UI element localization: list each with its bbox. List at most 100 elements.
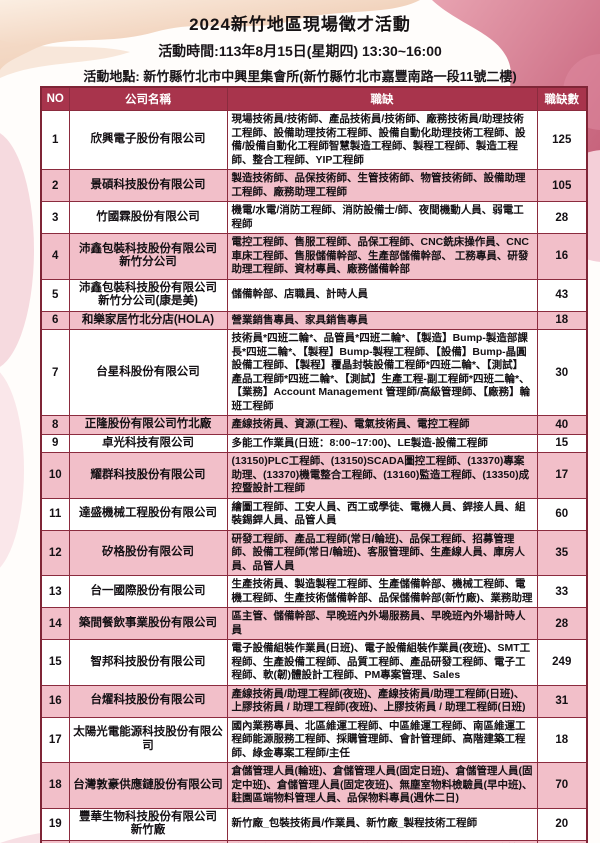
- row-no: 17: [40, 716, 70, 763]
- job-list: 電子設備組裝作業員(日班)、電子設備組裝作業員(夜班)、SMT工程師、生產設備工…: [226, 639, 538, 686]
- table-row: 10 耀群科技股份有限公司 (13150)PLC工程師、(13150)SCADA…: [40, 452, 588, 499]
- vacancy-count: 17: [536, 452, 588, 499]
- event-time: 活動時間:113年8月15日(星期四) 13:30~16:00: [158, 43, 442, 59]
- row-no: 14: [40, 607, 70, 640]
- vacancy-count: 16: [536, 233, 588, 280]
- vacancy-count: 30: [536, 329, 588, 416]
- job-list: 區主管、儲備幹部、早晚班內外場服務員、早晚班內外場計時人員: [226, 607, 538, 640]
- row-no: 2: [40, 169, 70, 202]
- table-row: 5 沛鑫包裝科技股份有限公司 新竹分公司(康是美) 儲備幹部、店職員、計時人員 …: [40, 278, 588, 312]
- job-list: 倉儲管理人員(輪班)、倉儲管理人員(固定日班)、倉儲管理人員(固定中班)、倉儲管…: [226, 762, 538, 809]
- vacancy-count: 249: [536, 639, 588, 686]
- job-list: 產線技術員/助理工程師(夜班)、產線技術員/助理工程師(日班)、上膠技術員 / …: [226, 684, 538, 718]
- table-row: 3 竹國霖股份有限公司 機電/水電/消防工程師、消防設備士/師、夜間機動人員、弱…: [40, 201, 588, 234]
- job-list: 機電/水電/消防工程師、消防設備士/師、夜間機動人員、弱電工程師: [226, 201, 538, 234]
- table-row: 12 矽格股份有限公司 研發工程師、產品工程師(常日/輪班)、品保工程師、招募管…: [40, 529, 588, 576]
- job-table: NO 公司名稱 職缺 職缺數 1 欣興電子股份有限公司 現場技術員/技術師、產品…: [40, 86, 588, 843]
- company-name: 矽格股份有限公司: [68, 529, 228, 576]
- vacancy-count: 36: [536, 839, 588, 843]
- column-header-count: 職缺數: [536, 86, 588, 111]
- vacancy-count: 70: [536, 762, 588, 809]
- job-list: 產線技術員、資源(工程)、電氣技術員、電控工程師: [226, 415, 538, 435]
- table-row: 18 台灣敦豪供應鏈股份有限公司 倉儲管理人員(輪班)、倉儲管理人員(固定日班)…: [40, 762, 588, 809]
- event-location: 活動地點: 新竹縣竹北市中興里集會所(新竹縣竹北市嘉豐南路一段11號二樓): [83, 69, 517, 84]
- row-no: 15: [40, 639, 70, 686]
- table-row: 2 景碩科技股份有限公司 製造技術師、品保技術師、生管技術師、物管技術師、設備助…: [40, 169, 588, 202]
- row-no: 7: [40, 329, 70, 416]
- company-name: 台星科股份有限公司: [68, 329, 228, 416]
- vacancy-count: 18: [536, 716, 588, 763]
- job-list: 研發工程師、產品工程師(常日/輪班)、品保工程師、招募管理師、設備工程師(常日/…: [226, 529, 538, 576]
- row-no: 6: [40, 310, 70, 330]
- peach-wave-underlay: [0, 40, 130, 78]
- left-pink-blob-lower: [0, 372, 24, 568]
- job-list: 多能工作業員(日班：8:00~17:00)、LE製造-設備工程師: [226, 433, 538, 453]
- vacancy-count: 28: [536, 607, 588, 640]
- row-no: 19: [40, 807, 70, 841]
- company-name: 竹國霖股份有限公司: [68, 201, 228, 234]
- row-no: 16: [40, 684, 70, 718]
- vacancy-count: 18: [536, 310, 588, 330]
- job-list: 國內業務專員、北區維運工程師、中區維運工程師、南區維運工程師能源服務工程師、採購…: [226, 716, 538, 763]
- job-list: 營業銷售專員、家具銷售專員: [226, 310, 538, 330]
- column-header-company: 公司名稱: [68, 86, 228, 111]
- table-row: 7 台星科股份有限公司 技術員*四班二輪*、品管員*四班二輪*、【製造】Bump…: [40, 329, 588, 416]
- company-name: 欣興電子股份有限公司: [68, 110, 228, 170]
- company-name: 耀群科技股份有限公司: [68, 452, 228, 499]
- row-no: 18: [40, 762, 70, 809]
- vacancy-count: 125: [536, 110, 588, 170]
- table-row: 8 正隆股份有限公司竹北廠 產線技術員、資源(工程)、電氣技術員、電控工程師 4…: [40, 415, 588, 435]
- company-name: 沛鑫包裝科技股份有限公司 新竹分公司: [68, 233, 228, 280]
- vacancy-count: 105: [536, 169, 588, 202]
- job-list: 現場技術員/技術師、產品技術員/技術師、廠務技術員/助理技術工程師、設備助理技術…: [226, 110, 538, 170]
- company-name: 台灣敦豪供應鏈股份有限公司: [68, 762, 228, 809]
- table-row: 11 達盛機械工程股份有限公司 繪圖工程師、工安人員、西工或學徒、電機人員、銲接…: [40, 497, 588, 531]
- table-row: 15 智邦科技股份有限公司 電子設備組裝作業員(日班)、電子設備組裝作業員(夜班…: [40, 639, 588, 686]
- column-header-no: NO: [40, 86, 70, 111]
- table-row: 16 台燿科技股份有限公司 產線技術員/助理工程師(夜班)、產線技術員/助理工程…: [40, 684, 588, 718]
- vacancy-count: 33: [536, 575, 588, 608]
- job-list: 製造技術師、品保技術師、生管技術師、物管技術師、設備助理工程師、廠務助理工程師: [226, 169, 538, 202]
- table-row: 9 卓光科技有限公司 多能工作業員(日班：8:00~17:00)、LE製造-設備…: [40, 433, 588, 453]
- row-no: 3: [40, 201, 70, 234]
- vacancy-count: 43: [536, 278, 588, 312]
- job-list: (13150)PLC工程師、(13150)SCADA圖控工程師、(13370)專…: [226, 452, 538, 499]
- company-name: 太陽光電能源科技股份有限公司: [68, 716, 228, 763]
- table-row: 17 太陽光電能源科技股份有限公司 國內業務專員、北區維運工程師、中區維運工程師…: [40, 716, 588, 763]
- company-name: 達盛機械工程股份有限公司: [68, 497, 228, 531]
- table-row: 19 豐華生物科技股份有限公司 新竹廠 新竹廠_包裝技術員/作業員、新竹廠_製程…: [40, 807, 588, 841]
- peach-wave-shape: [0, 0, 420, 70]
- job-list: 生產技術員、製造製程工程師、生產儲備幹部、機械工程師、電機工程師、生產技術儲備幹…: [226, 575, 538, 608]
- vacancy-count: 60: [536, 497, 588, 531]
- page-title: 2024新竹地區現場徵才活動: [189, 15, 411, 34]
- row-no: 1: [40, 110, 70, 170]
- table-row: 13 台一國際股份有限公司 生產技術員、製造製程工程師、生產儲備幹部、機械工程師…: [40, 575, 588, 608]
- row-no: 5: [40, 278, 70, 312]
- row-no: 4: [40, 233, 70, 280]
- table-row: 6 和樂家居竹北分店(HOLA) 營業銷售專員、家具銷售專員 18: [40, 310, 588, 330]
- poster-header: 2024新竹地區現場徵才活動 活動時間:113年8月15日(星期四) 13:30…: [0, 0, 600, 85]
- job-list: 儲備幹部、店職員、計時人員: [226, 278, 538, 312]
- header-row: NO 公司名稱 職缺 職缺數: [40, 86, 588, 111]
- job-table-header: NO 公司名稱 職缺 職缺數: [40, 86, 588, 111]
- company-name: 卓光科技有限公司: [68, 433, 228, 453]
- vacancy-count: 28: [536, 201, 588, 234]
- vacancy-count: 15: [536, 433, 588, 453]
- company-name: 和樂家居竹北分店(HOLA): [68, 310, 228, 330]
- vacancy-count: 35: [536, 529, 588, 576]
- row-no: 10: [40, 452, 70, 499]
- job-list: 繪圖工程師、工安人員、西工或學徒、電機人員、銲接人員、組裝錫銲人員、品管人員: [226, 497, 538, 531]
- company-name: 台燿科技股份有限公司: [68, 684, 228, 718]
- job-list: 電控工程師、售服工程師、品保工程師、CNC銑床操作員、CNC車床工程師、售服儲備…: [226, 233, 538, 280]
- job-table-body: 1 欣興電子股份有限公司 現場技術員/技術師、產品技術員/技術師、廠務技術員/助…: [40, 110, 588, 843]
- company-name: 築間餐飲事業股份有限公司: [68, 607, 228, 640]
- company-name: 豐華生物科技股份有限公司 新竹廠: [68, 807, 228, 841]
- job-list: 新竹廠_包裝技術員/作業員、新竹廠_製程技術工程師: [226, 807, 538, 841]
- row-no: 13: [40, 575, 70, 608]
- company-name: 沛鑫包裝科技股份有限公司 新竹分公司(康是美): [68, 278, 228, 312]
- company-name: 正隆股份有限公司竹北廠: [68, 415, 228, 435]
- vacancy-count: 31: [536, 684, 588, 718]
- vacancy-count: 20: [536, 807, 588, 841]
- company-name: 景碩科技股份有限公司: [68, 169, 228, 202]
